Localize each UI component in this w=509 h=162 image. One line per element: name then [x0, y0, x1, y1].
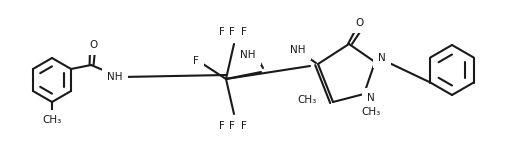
Text: NH: NH [290, 45, 305, 55]
Text: NH: NH [107, 72, 123, 82]
Text: CH₃: CH₃ [297, 95, 317, 105]
Text: F: F [219, 121, 224, 131]
Text: O: O [355, 18, 363, 28]
Text: F: F [229, 121, 235, 131]
Text: F: F [229, 27, 235, 37]
Text: F: F [241, 121, 246, 131]
Text: F: F [193, 56, 199, 66]
Text: CH₃: CH₃ [42, 115, 62, 125]
Text: CH₃: CH₃ [361, 107, 380, 117]
Text: N: N [366, 93, 374, 103]
Text: N: N [377, 53, 385, 63]
Text: F: F [241, 27, 246, 37]
Text: O: O [89, 40, 97, 50]
Text: NH: NH [240, 50, 255, 60]
Text: F: F [219, 27, 224, 37]
